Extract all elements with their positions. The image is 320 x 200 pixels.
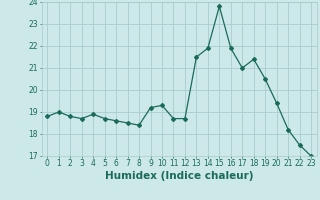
X-axis label: Humidex (Indice chaleur): Humidex (Indice chaleur) (105, 171, 253, 181)
